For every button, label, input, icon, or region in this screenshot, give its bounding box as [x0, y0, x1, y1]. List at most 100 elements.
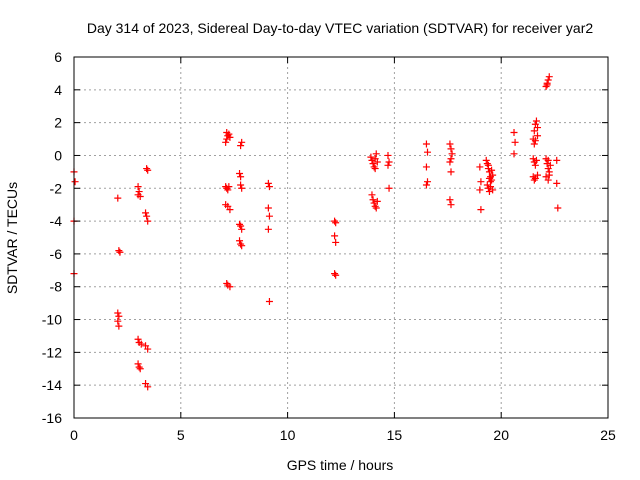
x-tick-label: 20	[493, 427, 509, 443]
data-point	[483, 181, 491, 189]
data-point	[114, 194, 122, 202]
data-point	[532, 156, 540, 164]
data-point	[546, 161, 554, 169]
chart-title: Day 314 of 2023, Sidereal Day-to-day VTE…	[87, 20, 593, 36]
x-tick-label: 10	[280, 427, 296, 443]
x-tick-label: 25	[600, 427, 616, 443]
data-point	[534, 171, 542, 179]
data-point	[447, 145, 455, 153]
data-point	[367, 153, 375, 161]
x-tick-label: 5	[177, 427, 185, 443]
data-point	[483, 160, 491, 168]
data-point	[553, 156, 561, 164]
data-point	[238, 138, 246, 146]
data-point	[143, 212, 151, 220]
data-point	[144, 217, 152, 225]
data-point	[237, 173, 245, 181]
data-point	[531, 161, 539, 169]
data-point	[142, 209, 150, 217]
data-point	[236, 170, 244, 178]
data-point	[531, 137, 539, 145]
data-point	[332, 219, 340, 227]
data-point	[115, 322, 123, 330]
data-point	[554, 204, 562, 212]
data-point	[369, 160, 377, 168]
data-point	[532, 117, 540, 125]
data-point	[143, 165, 151, 173]
data-point	[422, 163, 430, 171]
data-point	[134, 360, 142, 368]
data-point	[237, 222, 245, 230]
data-point	[529, 155, 537, 163]
data-point	[446, 140, 454, 148]
data-point	[225, 183, 233, 191]
data-point	[385, 184, 393, 192]
data-point	[222, 138, 230, 146]
data-point	[114, 309, 122, 317]
data-point	[534, 132, 542, 140]
data-point	[424, 148, 432, 156]
data-point	[265, 212, 273, 220]
data-point	[422, 140, 430, 148]
data-point	[447, 168, 455, 176]
y-tick-label: -8	[50, 279, 63, 295]
data-point	[264, 179, 272, 187]
data-point	[545, 73, 553, 81]
x-axis-label: GPS time / hours	[287, 457, 394, 473]
data-point	[543, 160, 551, 168]
data-point	[534, 124, 542, 132]
data-point	[236, 237, 244, 245]
data-point	[223, 135, 231, 143]
data-point	[237, 240, 245, 248]
x-tick-label: 15	[387, 427, 403, 443]
data-point	[447, 155, 455, 163]
data-point	[384, 151, 392, 159]
data-point	[542, 83, 550, 91]
data-point	[372, 204, 380, 212]
data-point	[137, 340, 145, 348]
axis-ticks: 0 5 10 15 20 25 -16 -14 -12 -10 -8 -6 -4 -2 0 2 4 6	[42, 49, 616, 443]
data-point	[224, 186, 232, 194]
x-tick-label: 0	[70, 427, 78, 443]
data-point	[370, 199, 378, 207]
data-point	[134, 183, 142, 191]
data-point	[510, 150, 518, 158]
data-point	[223, 128, 231, 136]
data-point	[447, 201, 455, 209]
data-point	[331, 232, 339, 240]
data-point	[368, 191, 376, 199]
data-point	[237, 181, 245, 189]
data-point	[477, 178, 485, 186]
y-tick-label: -2	[50, 180, 63, 196]
data-point	[136, 365, 144, 373]
data-point	[265, 297, 273, 305]
data-point	[372, 150, 380, 158]
data-point	[332, 271, 340, 279]
y-tick-label: -12	[42, 344, 62, 360]
data-point	[530, 140, 538, 148]
data-point	[446, 196, 454, 204]
data-point	[424, 178, 432, 186]
y-tick-label: 2	[54, 115, 62, 131]
data-point	[482, 156, 490, 164]
y-tick-label: -4	[50, 213, 63, 229]
y-tick-label: 0	[54, 147, 62, 163]
data-point	[223, 279, 231, 287]
data-point	[265, 183, 273, 191]
data-point	[114, 317, 122, 325]
data-point	[144, 383, 152, 391]
data-point	[485, 188, 493, 196]
data-point	[370, 163, 378, 171]
data-point	[476, 186, 484, 194]
data-point	[544, 176, 552, 184]
data-point	[371, 202, 379, 210]
data-point	[115, 312, 123, 320]
data-point	[71, 178, 79, 186]
data-point	[544, 76, 552, 84]
data-point	[136, 192, 144, 200]
data-point	[264, 204, 272, 212]
data-point	[543, 81, 551, 89]
data-point	[553, 179, 561, 187]
